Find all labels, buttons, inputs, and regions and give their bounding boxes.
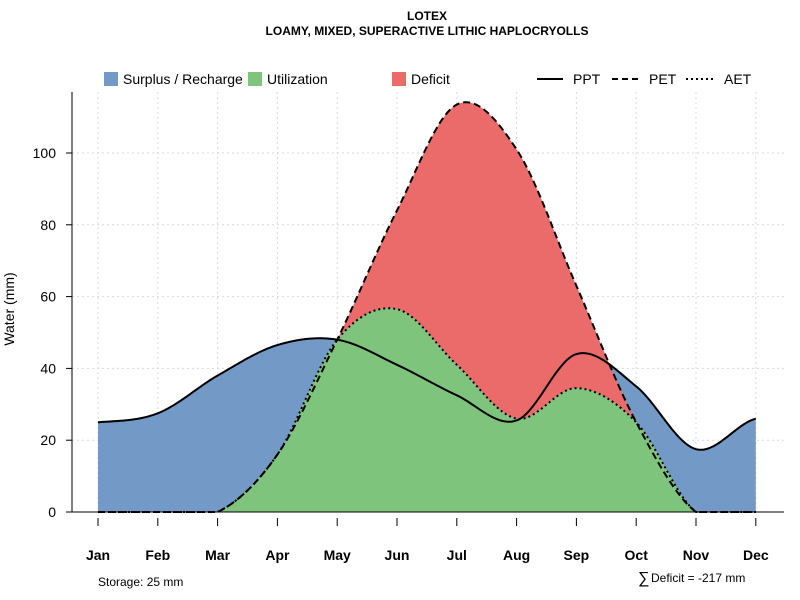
- x-tick-label: Feb: [145, 547, 170, 563]
- y-tick-label: 60: [40, 289, 56, 305]
- legend-label-utilization: Utilization: [267, 71, 328, 87]
- sum-icon: ∑: [638, 570, 649, 587]
- legend-label-pet: PET: [649, 71, 677, 87]
- chart-subtitle: LOAMY, MIXED, SUPERACTIVE LITHIC HAPLOCR…: [266, 24, 589, 38]
- area-deficit: [98, 102, 756, 512]
- x-tick-label: Dec: [743, 547, 769, 563]
- storage-label: Storage: 25 mm: [98, 575, 183, 589]
- y-tick-label: 20: [40, 432, 56, 448]
- x-tick-label: Jun: [385, 547, 410, 563]
- y-tick-label: 0: [48, 504, 56, 520]
- legend-swatch-utilization: [248, 72, 262, 86]
- axes: 0 20 40 60 80 100 Jan Feb Mar Apr May Jun Jul Aug Sep O…: [33, 91, 784, 563]
- x-tick-label: Oct: [625, 547, 649, 563]
- deficit-total-label: Deficit = -217 mm: [651, 571, 745, 585]
- y-tick-label: 80: [40, 217, 56, 233]
- x-tick-label: Apr: [265, 547, 290, 563]
- line-aet: [98, 307, 756, 513]
- line-ppt: [97, 337, 757, 451]
- x-tick-label: Jul: [447, 547, 467, 563]
- chart-title: LOTEX: [407, 9, 447, 23]
- x-tick-label: Nov: [683, 547, 710, 563]
- x-tick-label: Aug: [503, 547, 530, 563]
- x-tick-label: May: [324, 547, 351, 563]
- series-lines: [97, 101, 757, 513]
- x-tick-label: Jan: [86, 547, 110, 563]
- area-utilization: [98, 308, 756, 512]
- legend-label-ppt: PPT: [573, 71, 601, 87]
- x-tick-label: Mar: [205, 547, 230, 563]
- y-axis-label: Water (mm): [1, 272, 17, 345]
- line-pet: [98, 101, 756, 513]
- legend-label-aet: AET: [724, 71, 752, 87]
- x-tick-label: Sep: [564, 547, 590, 563]
- legend-swatch-deficit: [392, 72, 406, 86]
- y-tick-label: 100: [33, 145, 57, 161]
- y-tick-label: 40: [40, 360, 56, 376]
- legend-label-surplus: Surplus / Recharge: [123, 71, 243, 87]
- legend-swatch-surplus: [104, 72, 118, 86]
- legend-label-deficit: Deficit: [411, 71, 450, 87]
- chart-legend: Surplus / Recharge Utilization Deficit P…: [104, 71, 752, 87]
- area-fills: [98, 102, 756, 512]
